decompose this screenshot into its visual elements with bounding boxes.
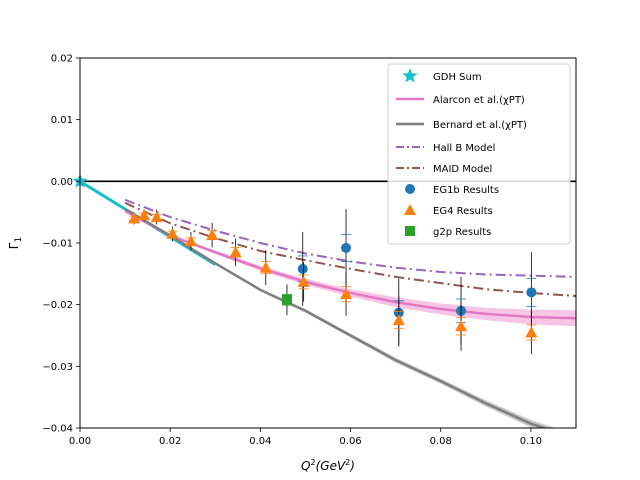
legend-label-eg4-results: EG4 Results (433, 206, 493, 217)
eg1b-results-point (526, 287, 537, 298)
legend-label-g2p-results: g2p Results (433, 227, 491, 238)
legend-label-maid-model: MAID Model (433, 164, 492, 175)
eg1b-results-point (341, 242, 352, 253)
alarcon-et-al-pt-band (125, 210, 576, 327)
legend-box (387, 63, 571, 245)
ticks: 0.00 0.02 0.04 0.06 0.08 0.100.020.010.00−0.0… (42, 54, 542, 448)
x-tick-label: 0.04 (249, 436, 271, 447)
eg4-results-point (184, 235, 197, 247)
eg4-results-point (455, 320, 468, 332)
plot-area (72, 173, 576, 428)
legend-label-hall-b-model: Hall B Model (433, 143, 495, 154)
eg1b-results-point (297, 263, 308, 274)
g2p-results-point (281, 294, 292, 305)
y-tick-label: −0.04 (42, 424, 73, 435)
eg4-results-point (229, 246, 242, 258)
y-tick-label: −0.02 (42, 300, 73, 311)
maid-model-line (124, 202, 576, 298)
eg4-results-point (297, 275, 310, 287)
alarcon-et-al-pt-line (124, 209, 576, 320)
y-tick-label: −0.01 (42, 239, 73, 250)
legend-swatch-g2p-results (405, 226, 415, 236)
x-tick-label: 0.06 (339, 436, 361, 447)
x-tick-label: 0.08 (430, 436, 452, 447)
y-tick-label: −0.03 (42, 362, 73, 373)
y-tick-label: 0.02 (51, 54, 73, 65)
legend-label-alarcon-et-al-pt: Alarcon et al.(χPT) (433, 95, 525, 106)
eg4-results-point (525, 326, 538, 338)
eg4-results-point (259, 261, 272, 273)
legend-label-bernard-et-al-pt: Bernard et al.(χPT) (433, 120, 527, 131)
eg4-results-point (128, 212, 141, 224)
x-axis-label: Q2(GeV2) (301, 458, 355, 473)
legend-label-gdh-sum: GDH Sum (433, 72, 482, 83)
x-tick-label: 0.00 (69, 436, 91, 447)
eg4-results-point (166, 227, 179, 239)
legend-swatch-eg1b-results (405, 184, 415, 194)
eg4-results-point (340, 288, 353, 300)
legend-swatch-eg4-results (404, 204, 416, 215)
plot-content (80, 180, 576, 428)
eg4-results-point (138, 209, 151, 221)
eg4-results-point (392, 314, 405, 326)
y-tick-label: 0.00 (51, 177, 73, 188)
x-tick-label: 0.02 (159, 436, 181, 447)
x-tick-label: 0.10 (520, 436, 542, 447)
y-axis-label: Γ1 (7, 237, 24, 249)
legend-swatch-gdh-sum (402, 68, 418, 83)
legend-label-eg1b-results: EG1b Results (433, 185, 499, 196)
bernard-et-al-pt-line (124, 208, 549, 428)
eg4-results-point (150, 211, 163, 223)
eg4-results-point (206, 228, 219, 240)
legend: GDH Sum Alarcon et al.(χPT) Bernard et al.… (387, 63, 571, 245)
y-tick-label: 0.01 (51, 115, 73, 126)
